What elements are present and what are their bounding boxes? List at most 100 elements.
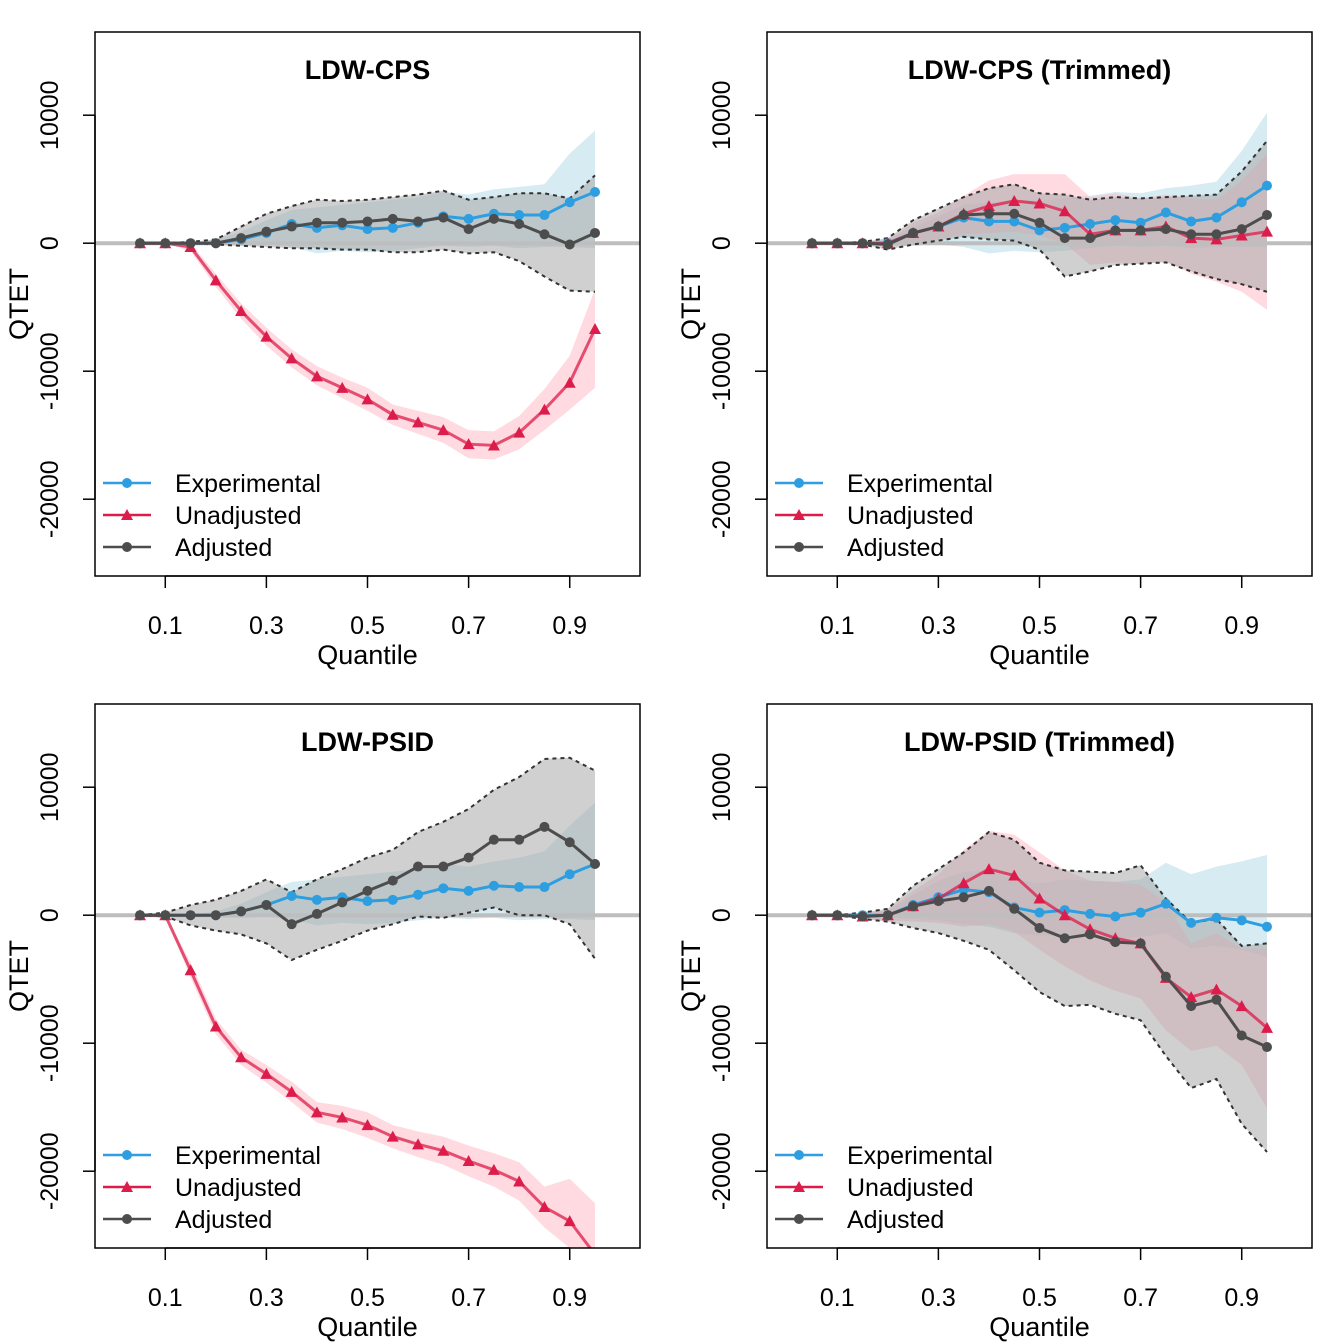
adjusted-legend-label: Adjusted [175, 534, 272, 562]
unadjusted-legend-marker [121, 509, 133, 520]
adjusted-point [832, 238, 843, 249]
experimental-point [387, 222, 398, 233]
adjusted-point [311, 908, 322, 919]
adjusted-point [362, 885, 373, 896]
adjusted-point [1059, 233, 1070, 244]
adjusted-point [1085, 233, 1096, 244]
experimental-point [463, 213, 474, 224]
adjusted-legend-label: Adjusted [847, 1206, 944, 1234]
adjusted-point [337, 897, 348, 908]
x-tick-label: 0.5 [1022, 612, 1057, 640]
experimental-point [1110, 215, 1121, 226]
y-axis-title: QTET [4, 268, 34, 340]
adjusted-point [983, 885, 994, 896]
adjusted-point [983, 208, 994, 219]
adjusted-point [514, 834, 525, 845]
unadjusted-legend-label: Unadjusted [847, 502, 973, 530]
x-tick-label: 0.3 [921, 612, 956, 640]
unadjusted-point [957, 877, 970, 889]
x-tick-label: 0.5 [350, 612, 385, 640]
adjusted-point [1262, 210, 1272, 221]
adjusted-point [1009, 903, 1020, 914]
unadjusted-point [589, 322, 601, 334]
adjusted-point [1110, 937, 1121, 948]
adjusted-point [539, 229, 550, 240]
legend: Experimental Unadjusted Adjusted [103, 1142, 321, 1234]
unadjusted-point [260, 330, 273, 342]
experimental-point [1236, 915, 1247, 926]
y-tick-label: 0 [36, 908, 64, 922]
unadjusted-point [310, 1106, 323, 1118]
unadjusted-legend-marker [793, 1181, 805, 1192]
unadjusted-point [982, 863, 995, 875]
x-tick-label: 0.9 [552, 1284, 587, 1312]
adjusted-point [337, 217, 348, 228]
chart-title: LDW-PSID [301, 727, 434, 757]
adjusted-point [286, 919, 297, 930]
adjusted-series [135, 821, 600, 930]
experimental-point [362, 896, 373, 907]
adjusted-point [857, 911, 868, 922]
adjusted-point [539, 821, 550, 832]
adjusted-ci-upper-bound [812, 140, 1268, 245]
adjusted-point [236, 233, 247, 244]
y-tick-label: -20000 [708, 460, 736, 538]
unadjusted-point [462, 1154, 475, 1166]
adjusted-point [488, 834, 499, 845]
experimental-point [488, 880, 499, 891]
experimental-legend-marker [122, 1150, 132, 1160]
y-tick-label: -20000 [36, 1132, 64, 1210]
experimental-point [1034, 907, 1045, 918]
y-tick-label: -10000 [36, 1004, 64, 1082]
plot-area [767, 112, 1312, 310]
adjusted-point [286, 221, 297, 232]
x-tick-label: 0.9 [552, 612, 587, 640]
x-tick-label: 0.9 [1224, 612, 1259, 640]
unadjusted-point [538, 1201, 551, 1213]
x-tick-label: 0.9 [1224, 1284, 1259, 1312]
experimental-legend-marker [122, 478, 132, 488]
chart-panel-2: LDW-CPS (Trimmed) 0.1 0.3 0.5 0.7 0.9 Quantile… [676, 31, 1313, 670]
experimental-point [1160, 898, 1171, 909]
experimental-legend-marker [794, 1150, 804, 1160]
unadjusted-legend-label: Unadjusted [175, 1174, 301, 1202]
experimental-point [590, 187, 600, 197]
experimental-point [564, 869, 575, 880]
unadjusted-point [487, 1163, 500, 1175]
unadjusted-point [336, 381, 349, 393]
experimental-point [438, 883, 449, 894]
unadjusted-point [209, 1020, 222, 1032]
adjusted-ci-upper-bound [812, 830, 1268, 947]
adjusted-legend-marker [122, 542, 132, 552]
plot-area [95, 130, 640, 460]
unadjusted-point [361, 1119, 374, 1131]
adjusted-point [1211, 229, 1222, 240]
unadjusted-legend-label: Unadjusted [175, 502, 301, 530]
chart-title: LDW-PSID (Trimmed) [904, 727, 1175, 757]
unadjusted-point [1008, 194, 1021, 206]
experimental-point [463, 885, 474, 896]
legend: Experimental Unadjusted Adjusted [775, 470, 993, 562]
unadjusted-point [1235, 229, 1248, 241]
adjusted-point [807, 910, 817, 921]
unadjusted-point [260, 1067, 273, 1079]
chart-panel-3: LDW-PSID 0.1 0.3 0.5 0.7 0.9 Quantile -20000 -10… [4, 703, 641, 1342]
unadjusted-point [1261, 1021, 1273, 1033]
adjusted-legend-label: Adjusted [175, 1206, 272, 1234]
plot-area [767, 830, 1312, 1153]
adjusted-point [1085, 929, 1096, 940]
unadjusted-point [1058, 909, 1071, 921]
x-tick-label: 0.3 [249, 612, 284, 640]
experimental-point [1009, 216, 1020, 227]
adjusted-point [1186, 229, 1197, 240]
experimental-point [1262, 180, 1272, 191]
plot-area [95, 756, 640, 1248]
adjusted-point [261, 899, 272, 910]
unadjusted-legend-label: Unadjusted [847, 1174, 973, 1202]
adjusted-point [958, 210, 969, 221]
chart-panel-4: LDW-PSID (Trimmed) 0.1 0.3 0.5 0.7 0.9 Quantil… [676, 703, 1313, 1342]
adjusted-point [857, 238, 868, 249]
y-tick-label: -10000 [36, 332, 64, 410]
y-tick-label: -20000 [708, 1132, 736, 1210]
chart-title: LDW-CPS (Trimmed) [908, 55, 1171, 85]
